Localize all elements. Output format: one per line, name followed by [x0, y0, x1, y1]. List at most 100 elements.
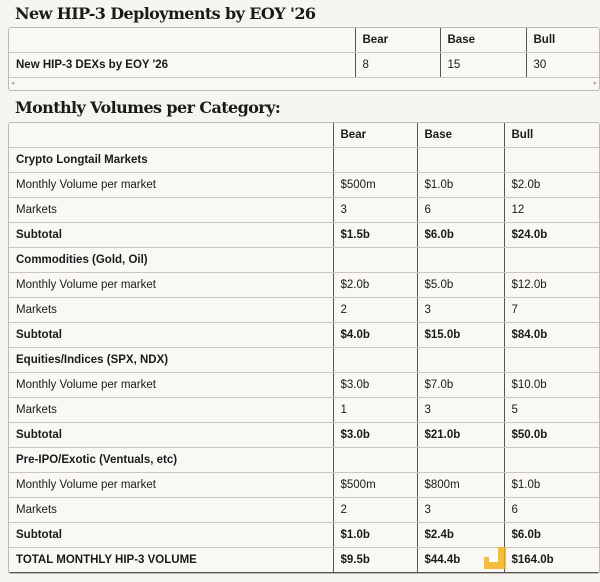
cell-value: $9.5b — [332, 547, 417, 573]
deployments-table-container: Bear Base Bull New HIP-3 DEXs by EOY '26 8 15… — [8, 27, 600, 91]
cell-value: $6.0b — [503, 522, 599, 548]
cell-value: Bear — [332, 123, 417, 148]
cell-value: $3.0b — [332, 372, 417, 398]
cell-value: $2.0b — [332, 272, 417, 298]
row-label: Monthly Volume per market — [9, 472, 333, 498]
table-row: Subtotal $4.0b $15.0b $84.0b — [9, 322, 599, 348]
row-label: Monthly Volume per market — [9, 172, 333, 198]
table-row: Commodities (Gold, Oil) — [9, 247, 599, 273]
cell-value: $50.0b — [503, 422, 599, 448]
cell-value — [416, 447, 504, 473]
table-row: Monthly Volume per market $500m $800m $1.0b — [9, 472, 599, 498]
table-row: Bear Base Bull — [9, 123, 599, 148]
watermark — [484, 547, 506, 569]
cell-value: 12 — [503, 197, 599, 223]
deployments-table: Bear Base Bull New HIP-3 DEXs by EOY '26 8 15… — [9, 28, 599, 78]
cell-value: $4.0b — [332, 322, 417, 348]
cell-value: $12.0b — [503, 272, 599, 298]
cell-value: 3 — [416, 397, 504, 423]
cell-value — [416, 247, 504, 273]
table-row: Monthly Volume per market $3.0b $7.0b $10.0… — [9, 372, 599, 398]
cell-value: 6 — [416, 197, 504, 223]
row-label: Markets — [9, 397, 333, 423]
cell-value: $2.4b — [416, 522, 504, 548]
row-label: Markets — [9, 497, 333, 523]
table-row: Bear Base Bull — [9, 28, 599, 53]
cell-value: $1.5b — [332, 222, 417, 248]
cell-value: $21.0b — [416, 422, 504, 448]
cell-value: $84.0b — [503, 322, 599, 348]
cell-value: 6 — [503, 497, 599, 523]
cell-value: 7 — [503, 297, 599, 323]
cell-value: $164.0b — [503, 547, 599, 573]
cell-value — [332, 347, 417, 373]
cell-value: 3 — [332, 197, 417, 223]
row-label: TOTAL MONTHLY HIP-3 VOLUME — [9, 547, 333, 573]
table-row: Subtotal $3.0b $21.0b $50.0b — [9, 422, 599, 448]
row-label: Markets — [9, 297, 333, 323]
cell-value: $500m — [332, 472, 417, 498]
cell-value — [416, 147, 504, 173]
row-label: Markets — [9, 197, 333, 223]
row-label: Pre-IPO/Exotic (Ventuals, etc) — [9, 447, 333, 473]
row-label: Monthly Volume per market — [9, 272, 333, 298]
cell-value: $1.0b — [332, 522, 417, 548]
table-row: Equities/Indices (SPX, NDX) — [9, 347, 599, 373]
cell-value: 5 — [503, 397, 599, 423]
cell-value: 15 — [439, 52, 526, 78]
volumes-table-container: Bear Base Bull Crypto Longtail Markets Month… — [8, 122, 600, 574]
table-row: Markets 3 6 12 — [9, 197, 599, 223]
cell-value: Base — [416, 123, 504, 148]
table-row: Markets 2 3 7 — [9, 297, 599, 323]
cell-value: $10.0b — [503, 372, 599, 398]
volumes-table: Bear Base Bull Crypto Longtail Markets Month… — [9, 123, 599, 573]
cell-value: 8 — [354, 52, 440, 78]
table-row: Monthly Volume per market $2.0b $5.0b $12.0… — [9, 272, 599, 298]
row-label: Crypto Longtail Markets — [9, 147, 333, 173]
table-row: New HIP-3 DEXs by EOY '26 8 15 30 — [9, 52, 599, 78]
cell-value: $24.0b — [503, 222, 599, 248]
table-row: Subtotal $1.5b $6.0b $24.0b — [9, 222, 599, 248]
cell-value — [332, 147, 417, 173]
table-row: Monthly Volume per market $500m $1.0b $2.0b — [9, 172, 599, 198]
cell-value — [416, 347, 504, 373]
table-row: Subtotal $1.0b $2.4b $6.0b — [9, 522, 599, 548]
cell-value — [503, 347, 599, 373]
cell-value: Bull — [503, 123, 599, 148]
row-label — [9, 28, 355, 53]
row-label — [9, 123, 333, 148]
cell-value: 2 — [332, 297, 417, 323]
row-label: Monthly Volume per market — [9, 372, 333, 398]
section2-title: Monthly Volumes per Category: — [15, 98, 281, 117]
cell-value — [332, 247, 417, 273]
cell-value: $1.0b — [416, 172, 504, 198]
row-label: Commodities (Gold, Oil) — [9, 247, 333, 273]
row-label: Subtotal — [9, 222, 333, 248]
cell-value — [332, 447, 417, 473]
cell-value: $800m — [416, 472, 504, 498]
cell-value: 30 — [525, 52, 599, 78]
horizontal-scrollbar[interactable]: ◂ ▸ — [11, 80, 597, 87]
table-row: TOTAL MONTHLY HIP-3 VOLUME $9.5b $44.4b $16… — [9, 547, 599, 573]
cell-value: $1.0b — [503, 472, 599, 498]
cell-value: 3 — [416, 497, 504, 523]
cell-value: Bull — [525, 28, 599, 53]
row-label: Subtotal — [9, 322, 333, 348]
cell-value: $7.0b — [416, 372, 504, 398]
section1-title: New HIP-3 Deployments by EOY '26 — [15, 4, 316, 23]
cell-value: Bear — [354, 28, 440, 53]
table-row: Crypto Longtail Markets — [9, 147, 599, 173]
table-row: Pre-IPO/Exotic (Ventuals, etc) — [9, 447, 599, 473]
cell-value — [503, 147, 599, 173]
cell-value: $3.0b — [332, 422, 417, 448]
cell-value — [503, 247, 599, 273]
row-label: New HIP-3 DEXs by EOY '26 — [9, 52, 355, 78]
cell-value: 1 — [332, 397, 417, 423]
cell-value: $6.0b — [416, 222, 504, 248]
cell-value: $15.0b — [416, 322, 504, 348]
row-label: Equities/Indices (SPX, NDX) — [9, 347, 333, 373]
cell-value: $5.0b — [416, 272, 504, 298]
watermark-logo-icon — [484, 547, 506, 569]
cell-value: $2.0b — [503, 172, 599, 198]
table-row: Markets 1 3 5 — [9, 397, 599, 423]
